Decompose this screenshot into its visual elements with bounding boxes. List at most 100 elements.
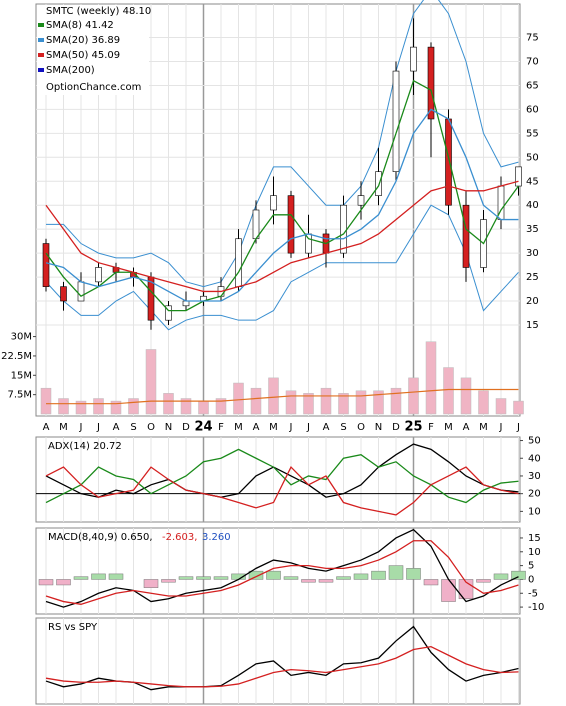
- candle-body: [77, 281, 85, 302]
- candle-body: [462, 204, 470, 268]
- volume-bar: [128, 398, 139, 415]
- legend-swatch: [38, 23, 44, 27]
- macd-annotation: 3.260: [202, 532, 231, 543]
- candle-body: [182, 300, 190, 307]
- y-tick-label: 50: [528, 436, 541, 447]
- y-tick-label: 25: [526, 272, 539, 283]
- histogram-bar: [38, 579, 54, 586]
- series-line: [45, 465, 519, 516]
- y-tick-label: 75: [526, 33, 539, 44]
- rs-panel: [35, 617, 521, 705]
- panel-3: [38, 528, 526, 608]
- histogram-bar: [161, 579, 176, 583]
- legend-swatch: [38, 68, 44, 72]
- volume-bar: [145, 349, 157, 415]
- panel-4: [45, 625, 519, 691]
- y-tick-label: 70: [526, 56, 539, 67]
- candle-body: [235, 238, 242, 287]
- series-line: [45, 528, 519, 608]
- adx-panel: [35, 436, 521, 523]
- source-label: OptionChance.com: [46, 82, 141, 93]
- histogram-bar: [476, 579, 491, 583]
- x-tick-label: J: [96, 422, 100, 433]
- x-tick-label: J: [289, 422, 293, 433]
- x-tick-label: J: [516, 422, 520, 433]
- series-line: [45, 540, 519, 605]
- volume-bar: [110, 400, 122, 415]
- y-tick-label: 22.5M: [1, 351, 32, 362]
- candle-body: [357, 195, 365, 206]
- histogram-bar: [196, 576, 211, 580]
- histogram-bar: [318, 579, 334, 583]
- volume-bar: [443, 367, 454, 415]
- candle-body: [42, 243, 50, 287]
- legend-label: SMA(8) 41.42: [46, 20, 114, 31]
- histogram-bar: [493, 573, 509, 580]
- y-tick-label: 15: [526, 320, 539, 331]
- volume-bar: [390, 387, 402, 415]
- y-tick-label: 10: [528, 547, 541, 558]
- candle-body: [392, 70, 400, 172]
- volume-bar: [285, 390, 297, 415]
- series-line: [46, 0, 519, 288]
- v-grid: [45, 4, 519, 704]
- panel-1: [33, 336, 524, 415]
- histogram-bar: [143, 579, 159, 588]
- volume-bar: [513, 400, 524, 415]
- histogram-bar: [283, 576, 299, 580]
- histogram-bar: [406, 568, 421, 580]
- x-tick-label: S: [340, 422, 346, 433]
- y-tick-label: 40: [528, 453, 541, 464]
- histogram-bar: [248, 570, 264, 580]
- histogram-bar: [441, 579, 456, 602]
- volume-bar: [320, 387, 332, 415]
- candle-body: [340, 204, 347, 254]
- histogram-bar: [423, 579, 439, 586]
- x-tick-label: D: [392, 422, 400, 433]
- y-tick-label: 30M: [11, 332, 32, 343]
- histogram-bar: [73, 576, 89, 580]
- series-line: [45, 448, 519, 504]
- legend-label: SMA(50) 45.09: [46, 50, 120, 61]
- x-tick-label: J: [499, 422, 503, 433]
- candle-body: [445, 118, 452, 206]
- y-tick-label: 15: [528, 533, 541, 544]
- x-tick-label: A: [463, 422, 470, 433]
- candle-body: [252, 209, 260, 240]
- adx-title: ADX(14) 20.72: [48, 441, 122, 452]
- x-tick-label: J: [79, 422, 83, 433]
- x-tick-label: S: [130, 422, 136, 433]
- x-tick-label: 24: [194, 420, 212, 435]
- series-line: [45, 180, 519, 293]
- series-line: [45, 108, 519, 302]
- y-tick-label: 30: [526, 248, 539, 259]
- volume-bar: [233, 382, 244, 415]
- volume-bar: [75, 400, 87, 415]
- volume-bar: [338, 393, 349, 415]
- histogram-bar: [301, 579, 316, 583]
- x-tick-label: M: [234, 422, 243, 433]
- x-tick-label: O: [147, 422, 155, 433]
- layers: [33, 0, 526, 704]
- legend-label: SMA(20) 36.89: [46, 35, 120, 46]
- histogram-bar: [353, 573, 369, 580]
- volume-bar: [373, 390, 384, 415]
- volume-bar: [408, 377, 419, 415]
- series-line: [45, 79, 520, 312]
- volume-bar: [58, 398, 69, 415]
- y-tick-label: 50: [526, 152, 539, 163]
- volume-bar: [478, 390, 489, 415]
- x-tick-label: O: [357, 422, 365, 433]
- x-tick-label: N: [375, 422, 382, 433]
- volume-bar: [460, 377, 472, 415]
- x-tick-label: A: [253, 422, 260, 433]
- y-tick-label: 45: [526, 176, 539, 187]
- volume-bar: [303, 393, 314, 415]
- candle-body: [410, 46, 417, 72]
- legend-box: [37, 5, 149, 95]
- legend-swatch: [38, 38, 44, 42]
- panel-2: [36, 440, 523, 516]
- y-tick-label: -10: [528, 602, 544, 613]
- x-tick-label: A: [323, 422, 330, 433]
